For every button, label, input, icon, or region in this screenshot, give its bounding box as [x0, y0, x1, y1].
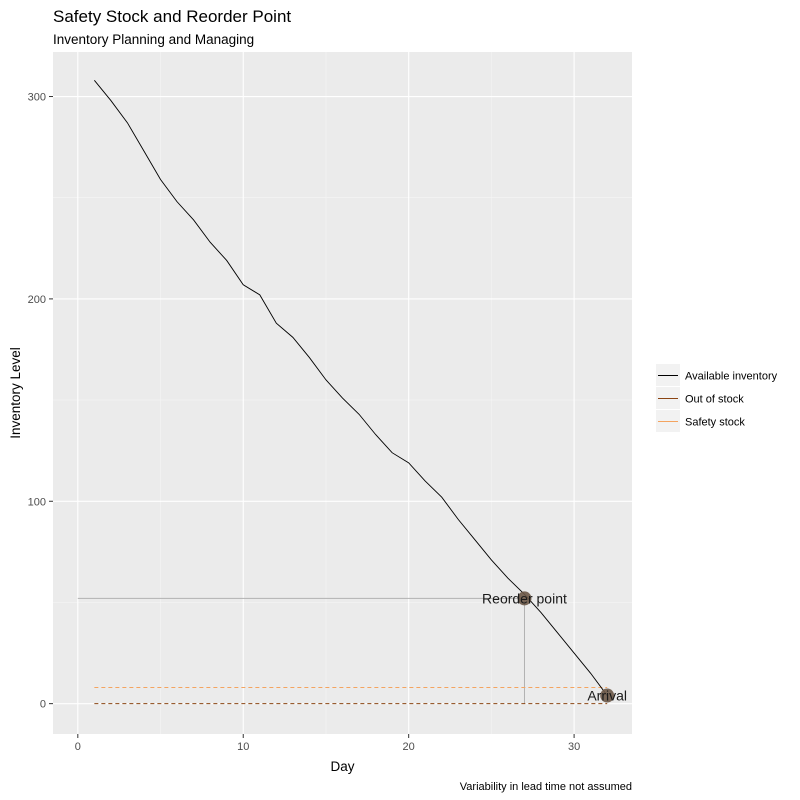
chart-caption: Variability in lead time not assumed	[460, 781, 632, 793]
series-layer	[94, 80, 608, 696]
x-tick-label: 0	[75, 741, 81, 753]
grid-minor	[53, 52, 632, 734]
grid-major	[53, 52, 632, 734]
x-tick-label: 20	[403, 741, 415, 753]
y-tick-label: 0	[40, 699, 46, 711]
y-axis-title: Inventory Level	[8, 347, 23, 439]
event-points	[517, 591, 615, 703]
y-tick-label: 200	[28, 294, 46, 306]
plot-panel	[53, 52, 632, 734]
y-axis: 0 100 200 300	[28, 92, 53, 711]
reorder-point-marker	[517, 591, 532, 606]
legend: Available inventory Out of stock Safety st…	[656, 364, 778, 432]
x-tick-label: 30	[568, 741, 580, 753]
event-labels: Reorder point Arrival	[482, 590, 627, 703]
y-tick-label: 300	[28, 92, 46, 104]
x-tick-label: 10	[237, 741, 249, 753]
reorder-guides	[77, 597, 525, 704]
chart-title: Safety Stock and Reorder Point	[53, 7, 291, 26]
arrival-marker	[600, 688, 615, 703]
legend-label: Out of stock	[685, 394, 744, 406]
x-axis: 0 10 20 30	[75, 734, 580, 753]
chart-subtitle: Inventory Planning and Managing	[53, 32, 254, 47]
arrival-label: Arrival	[587, 688, 627, 704]
reorder-point-label: Reorder point	[482, 590, 567, 606]
legend-label: Safety stock	[685, 417, 745, 429]
x-axis-title: Day	[330, 759, 354, 774]
reference-lines	[94, 686, 608, 705]
legend-label: Available inventory	[685, 371, 778, 383]
y-tick-label: 100	[28, 496, 46, 508]
series-line-available-inventory	[94, 80, 608, 696]
